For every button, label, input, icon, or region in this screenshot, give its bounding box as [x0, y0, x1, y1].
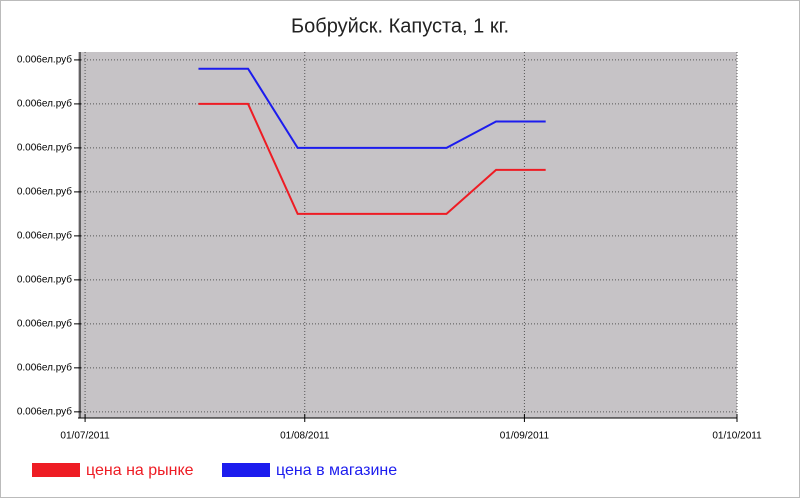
y-tick-label: 0.006ел.руб — [17, 318, 72, 330]
legend-label: цена на рынке — [86, 462, 194, 479]
legend-swatch — [32, 463, 80, 477]
y-tick-label: 0.006ел.руб — [17, 142, 72, 154]
y-tick-label: 0.006ел.руб — [17, 98, 72, 110]
chart-title: Бобруйск. Капуста, 1 кг. — [291, 15, 509, 37]
y-tick-label: 0.006ел.руб — [17, 54, 72, 66]
x-tick-label: 01/09/2011 — [500, 431, 550, 442]
series-line — [198, 102, 546, 215]
y-tick-label: 0.006ел.руб — [17, 274, 72, 286]
legend-swatch — [222, 463, 270, 477]
y-tick-label: 0.006ел.руб — [17, 405, 72, 417]
x-tick-label: 01/10/2011 — [712, 431, 762, 442]
y-tick-label: 0.006ел.руб — [17, 186, 72, 198]
y-tick-label: 0.006ел.руб — [17, 230, 72, 242]
x-tick-label: 01/08/2011 — [280, 431, 330, 442]
series-line — [198, 67, 546, 149]
legend-label: цена в магазине — [276, 462, 397, 479]
plot-area — [78, 52, 737, 418]
x-tick-label: 01/07/2011 — [60, 431, 110, 442]
y-tick-label: 0.006ел.руб — [17, 361, 72, 373]
